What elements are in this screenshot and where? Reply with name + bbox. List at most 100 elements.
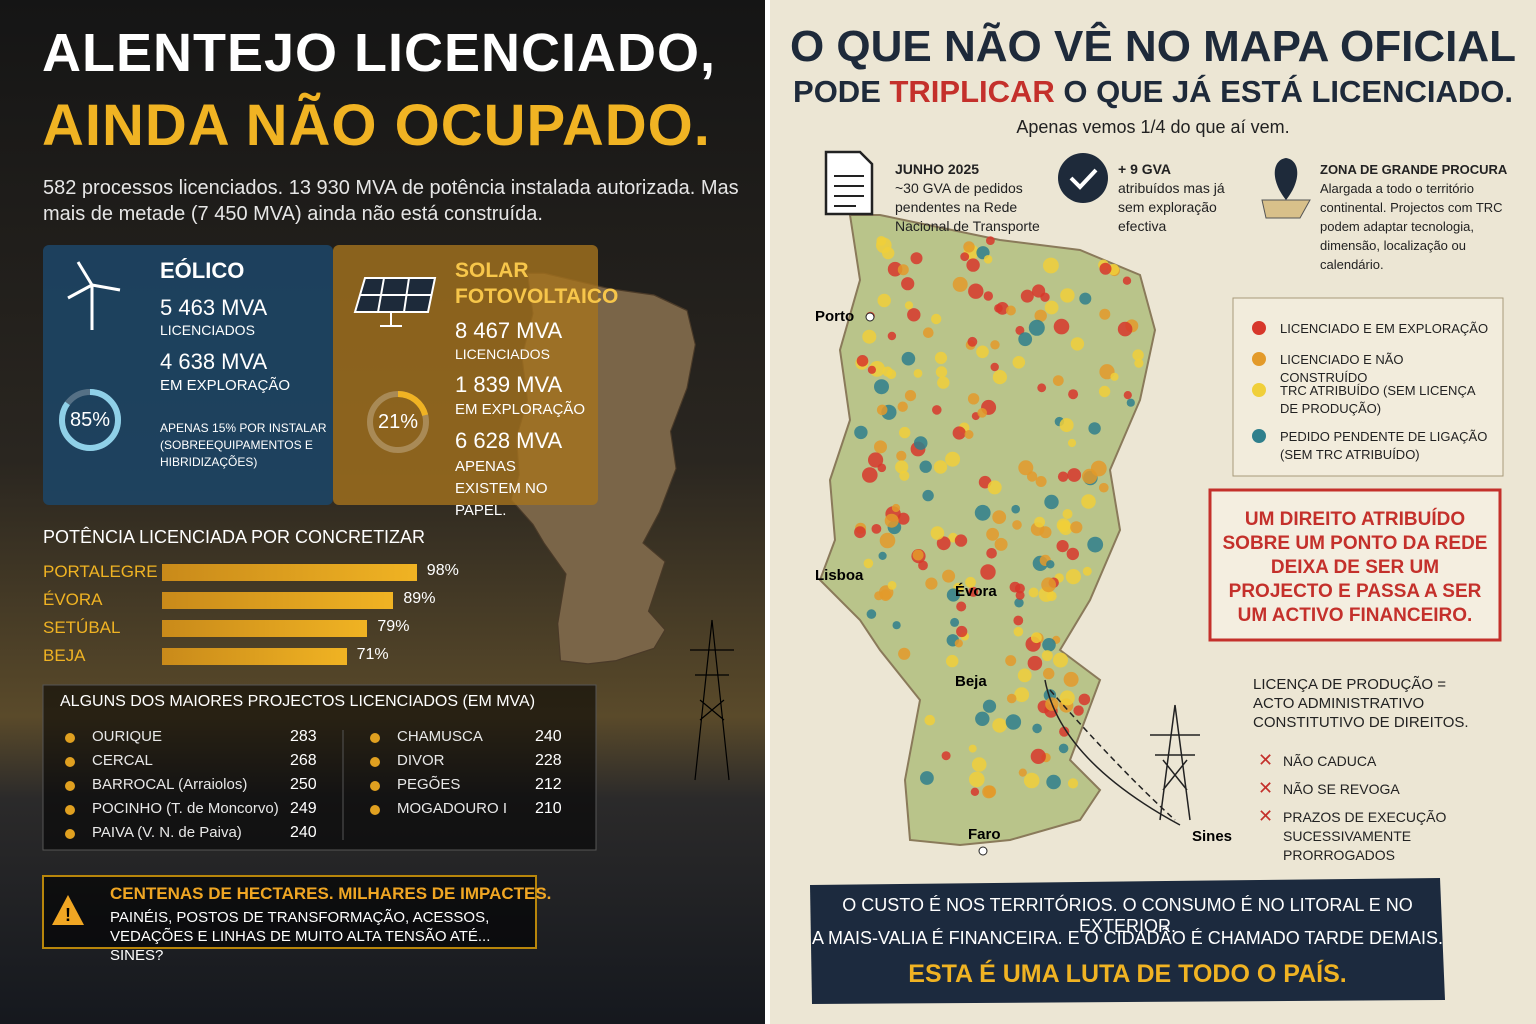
project-value: 240 — [290, 824, 317, 841]
legend-label: LICENCIADO E NÃO CONSTRUÍDO — [1280, 352, 1404, 385]
map-dot — [1044, 494, 1059, 510]
map-dot — [1098, 385, 1111, 398]
doc-lines — [834, 175, 864, 207]
map-dot — [1011, 504, 1020, 514]
map-dot — [1126, 398, 1135, 407]
map-dot — [871, 524, 882, 534]
fact-icons — [824, 150, 1311, 219]
donut-arc — [59, 389, 121, 451]
stat: 5 463 MVA — [160, 295, 268, 320]
map-dot — [1034, 309, 1047, 322]
map-dot — [862, 329, 877, 344]
stat: 6 628 MVA — [455, 428, 563, 453]
map-dot — [946, 588, 961, 602]
stat: 4 638 MVA — [160, 349, 268, 374]
panel-lines — [360, 277, 432, 327]
map-dot — [983, 291, 993, 301]
map-dot — [1056, 540, 1069, 553]
map-dot — [1087, 536, 1104, 553]
map-dot — [1057, 471, 1069, 482]
map-dot — [1052, 375, 1064, 386]
map-dot — [1032, 723, 1042, 734]
map-dot — [910, 252, 923, 265]
map-dot — [1006, 693, 1017, 704]
map-dot — [892, 621, 901, 630]
cross: ✕ — [1258, 806, 1274, 826]
map-dot — [1014, 687, 1030, 703]
map-dot — [901, 351, 916, 366]
map-dot — [896, 450, 907, 461]
project-name: OURIQUE — [92, 728, 163, 745]
map-dot — [1063, 671, 1079, 687]
callout-box — [1208, 488, 1502, 642]
title: ALENTEJO LICENCIADO, — [42, 23, 717, 83]
map-dot — [887, 581, 897, 590]
stat: 1 839 MVA — [455, 372, 563, 397]
map-dot — [983, 254, 993, 264]
map-dot — [876, 404, 888, 416]
city-label: Beja — [955, 673, 987, 690]
stat-label: LICENCIADOS — [455, 346, 550, 362]
map-dot — [968, 283, 984, 299]
map-dot — [1015, 325, 1025, 335]
map-dot — [919, 460, 932, 473]
map-dot — [936, 536, 951, 551]
map-dot — [967, 393, 980, 405]
project-value: 283 — [290, 728, 317, 745]
map-dot — [970, 787, 980, 796]
bar-value: 71% — [356, 646, 389, 663]
legend-label: PEDIDO PENDENTE DE LIGAÇÃO (SEM TRC ATRI… — [1280, 429, 1488, 462]
map-dot — [904, 301, 914, 310]
map-dot — [887, 261, 903, 277]
map-dot — [897, 401, 908, 412]
map-dot — [986, 527, 999, 541]
map-dot — [974, 504, 991, 521]
subtitle: Apenas vemos 1/4 do que aí vem. — [1016, 117, 1290, 137]
map-dot — [1079, 292, 1092, 305]
map-dot — [913, 436, 928, 450]
sun-icon — [65, 805, 75, 815]
map-dot — [1013, 626, 1024, 637]
warning-text: PAINÉIS, POSTOS DE TRANSFORMAÇÃO, ACESSO… — [110, 909, 491, 964]
map-dot — [994, 304, 1003, 313]
sun-icon — [370, 733, 380, 743]
tower-icon — [1150, 704, 1200, 821]
map-dot — [1018, 460, 1034, 476]
map-dot — [884, 513, 899, 528]
left-tower — [690, 619, 734, 781]
map-dot — [882, 366, 893, 377]
map-dot — [960, 252, 970, 262]
map-dot — [878, 551, 887, 561]
title: AINDA NÃO OCUPADO. — [42, 93, 711, 158]
map-dot — [874, 440, 887, 454]
fact-title: JUNHO 2025 — [895, 161, 980, 177]
bar-value: 98% — [426, 562, 459, 579]
projects-box — [42, 684, 597, 851]
map-dot — [954, 534, 968, 547]
map-dot — [950, 617, 960, 627]
map-dot — [1005, 305, 1016, 316]
sun-icon — [370, 757, 380, 767]
map-dot — [854, 425, 868, 440]
sun-icon — [370, 781, 380, 791]
map-dot — [1088, 422, 1101, 435]
map-dot — [1053, 652, 1068, 668]
legend-swatch — [1252, 383, 1266, 397]
map-dot — [1081, 494, 1096, 509]
map-dot — [946, 654, 959, 668]
map-dot — [969, 771, 985, 788]
map-dot — [877, 293, 891, 308]
map-dot — [982, 785, 996, 799]
map-dot — [1039, 526, 1052, 539]
map-dot — [976, 345, 989, 359]
map-dot — [990, 362, 999, 372]
map-dot — [971, 757, 987, 772]
card-title: SOLAR FOTOVOLTAICO — [455, 259, 619, 308]
map-dot — [1062, 509, 1073, 519]
map-dot — [963, 241, 975, 253]
map-dot — [1065, 569, 1081, 585]
project-name: CHAMUSCA — [397, 728, 483, 745]
map-dot — [1023, 772, 1040, 789]
fact: ZONA DE GRANDE PROCURA Alargada a todo o … — [1320, 160, 1520, 274]
map-dot — [1034, 516, 1045, 528]
